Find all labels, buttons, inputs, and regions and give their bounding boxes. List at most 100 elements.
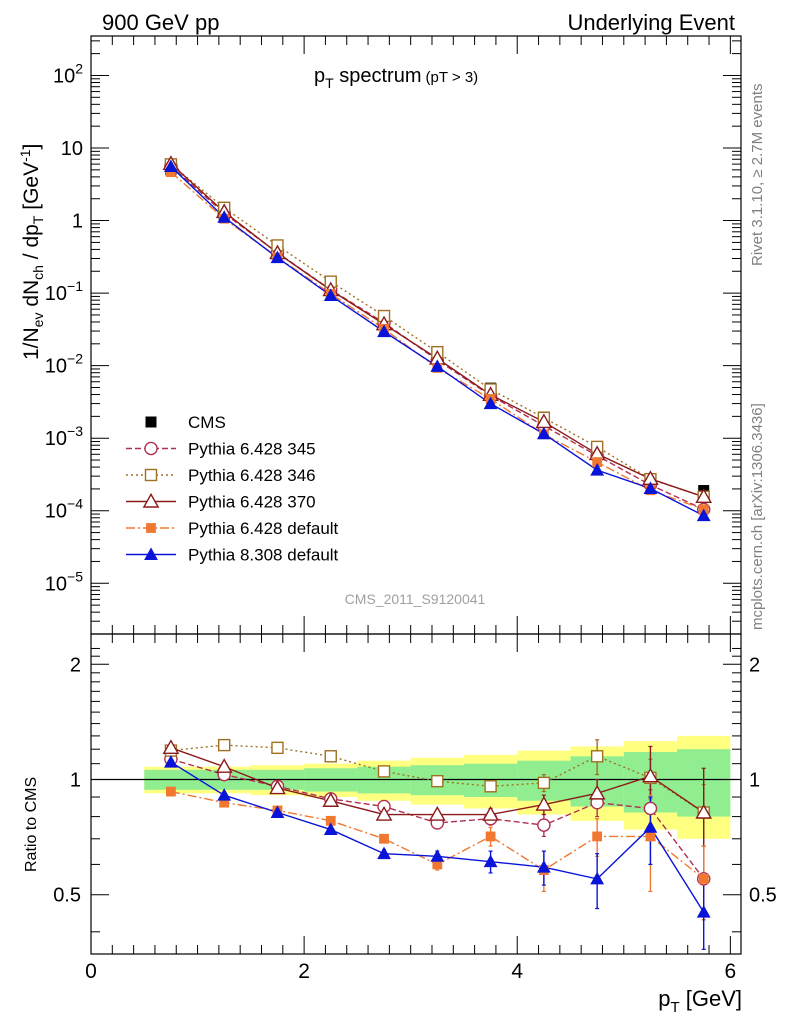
y-tick-label: 10−4 [45, 496, 83, 523]
ratio-point-pythia-6-428-346 [431, 774, 444, 788]
ratio-point-pythia-6-428-370 [428, 805, 446, 821]
y-tick-exponent: −4 [67, 496, 83, 512]
xlabel-a: p [658, 986, 670, 1011]
legend-label: Pythia 6.428 345 [188, 440, 316, 459]
ylabel-d: [GeV [20, 162, 43, 216]
y-tick-base: 10 [45, 501, 67, 523]
ylabel-c-sub: T [30, 215, 46, 224]
legend-label: Pythia 6.428 370 [188, 493, 316, 512]
legend: CMS Pythia 6.428 345 Pythia 6.428 346 Pythi… [126, 413, 339, 565]
plot-title-cut: (pT > 3) [426, 69, 479, 86]
rivet-version-label: Rivet 3.1.10, ≥ 2.7M events [749, 84, 766, 267]
legend-marker [144, 441, 158, 456]
plot-title: pT spectrum (pT > 3) [314, 65, 478, 91]
x-axis-label: pT [GeV] [658, 986, 742, 1016]
legend-marker [142, 492, 160, 508]
ratio-point-pythia-6-428-default [592, 831, 603, 842]
ratio-point-pythia-8-308-default [483, 854, 498, 868]
xlabel-b: [GeV] [680, 986, 742, 1011]
ratio-panel [91, 735, 741, 950]
series-point-pythia-8-308-default [643, 481, 658, 494]
ratio-y-tick-label-right: 2 [749, 654, 760, 676]
ylabel-d-sup: -1 [17, 149, 33, 162]
ratio-y-tick-label-right: 1 [749, 770, 760, 792]
ratio-point-pythia-6-428-346 [484, 780, 497, 793]
ratio-point-pythia-6-428-370 [482, 805, 499, 821]
ratio-point-pythia-8-308-default [270, 805, 285, 818]
series-point-pythia-8-308-default [696, 508, 711, 522]
series-line-pythia-6-428-345 [170, 165, 704, 510]
legend-marker [146, 523, 156, 533]
y-tick-exponent: −3 [67, 423, 83, 439]
y-tick-exponent: −5 [67, 568, 83, 584]
mcplots-label: mcplots.cern.ch [arXiv:1306.3436] [749, 403, 766, 630]
ratio-point-pythia-6-428-default [645, 831, 656, 842]
y-tick-label: 1 [72, 211, 83, 233]
ratio-point-pythia-6-428-346 [217, 738, 231, 752]
ratio-point-pythia-6-428-370 [535, 796, 553, 811]
legend-label: Pythia 6.428 default [188, 519, 339, 538]
y-tick-base: 10 [45, 356, 67, 378]
series-point-pythia-6-428-370 [695, 488, 713, 503]
x-tick-label: 4 [511, 960, 523, 983]
ratio-y-tick-label: 0.5 [53, 885, 81, 907]
ratio-point-pythia-6-428-370 [588, 784, 606, 800]
ratio-frame [90, 633, 742, 955]
ratio-y-label: Ratio to CMS [23, 777, 40, 872]
ratio-point-pythia-8-308-default [643, 820, 658, 833]
ratio-point-pythia-8-308-default [323, 822, 338, 836]
ratio-point-pythia-6-428-default [485, 831, 496, 842]
x-tick-label: 2 [298, 960, 310, 983]
y-tick-label: 10−5 [45, 568, 83, 595]
ylabel-a-sub: ev [30, 313, 46, 328]
ratio-point-pythia-6-428-370 [215, 758, 233, 773]
ylabel-b: dN [20, 280, 43, 313]
ratio-point-pythia-6-428-346 [377, 765, 391, 778]
ylabel-a: 1/N [20, 327, 43, 360]
ratio-point-pythia-6-428-370 [642, 767, 659, 783]
y-tick-label: 10−3 [45, 423, 83, 450]
ratio-point-pythia-6-428-default [379, 833, 389, 844]
y-tick-label: 10−2 [45, 351, 83, 378]
series-point-pythia-8-308-default [377, 324, 391, 338]
legend-label: Pythia 6.428 346 [188, 466, 316, 485]
ratio-point-pythia-6-428-370 [269, 779, 286, 795]
y-tick-base: 10 [45, 573, 67, 595]
ratio-point-pythia-8-308-default [377, 846, 391, 860]
xlabel-a-sub: T [670, 999, 679, 1016]
ratio-y-tick-label: 2 [70, 654, 81, 676]
plot-title-sub: T [325, 75, 334, 91]
ratio-point-pythia-6-428-370 [322, 792, 340, 807]
y-tick-label: 10−1 [45, 278, 83, 305]
analysis-label: Underlying Event [567, 10, 735, 35]
ylabel-e: ] [20, 144, 43, 150]
series-point-pythia-8-308-default [430, 359, 445, 372]
y-tick-label: 102 [53, 60, 83, 87]
series-point-pythia-8-308-default [270, 250, 285, 264]
y-tick-label: 10 [61, 138, 83, 160]
energy-label: 900 GeV pp [102, 10, 219, 35]
ratio-point-pythia-8-308-default [217, 788, 232, 801]
series-point-pythia-8-308-default [164, 159, 178, 173]
ratio-point-pythia-8-308-default [164, 755, 178, 768]
ratio-point-pythia-8-308-default [430, 849, 445, 862]
ratio-point-pythia-6-428-default [166, 786, 176, 797]
ratio-point-pythia-6-428-345 [643, 801, 658, 816]
series-point-pythia-8-308-default [590, 463, 605, 476]
ratio-point-pythia-8-308-default [590, 871, 605, 885]
ratio-point-pythia-6-428-370 [162, 739, 180, 755]
y-tick-exponent: −1 [67, 278, 83, 294]
y-tick-base: 10 [45, 283, 67, 305]
legend-marker [145, 416, 157, 428]
x-tick-label: 0 [85, 960, 97, 983]
series-point-pythia-8-308-default [536, 426, 551, 440]
ratio-y-tick-label-right: 0.5 [749, 885, 777, 907]
plot-title-p: p [314, 65, 325, 87]
ratio-point-pythia-6-428-346 [324, 750, 337, 763]
y-tick-base: 10 [61, 138, 83, 160]
series-point-pythia-8-308-default [323, 288, 338, 302]
series-point-pythia-8-308-default [483, 396, 498, 410]
series-line-pythia-8-308-default [170, 166, 705, 517]
